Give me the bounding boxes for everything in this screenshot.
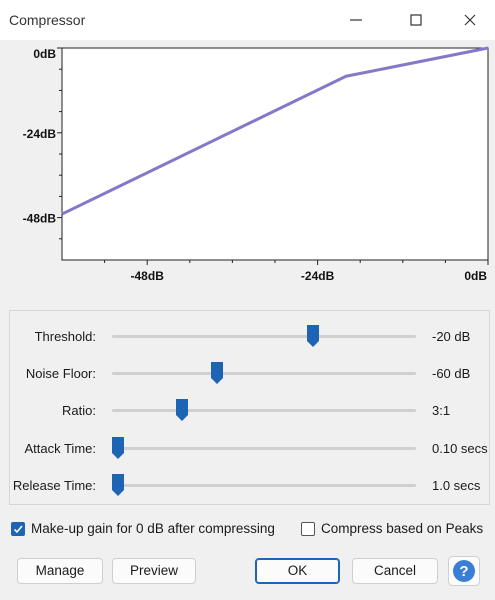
slider-row-attack-time: Attack Time: 0.10 secs: [0, 434, 495, 464]
release-time-slider-thumb[interactable]: [111, 473, 125, 497]
maximize-button[interactable]: [396, 6, 436, 34]
maximize-icon: [410, 14, 422, 26]
noise-floor-slider-thumb[interactable]: [210, 361, 224, 385]
compression-curve: [61, 46, 489, 216]
manage-button[interactable]: Manage: [17, 558, 103, 584]
compress-peaks-checkbox[interactable]: [301, 522, 315, 536]
svg-text:?: ?: [459, 563, 468, 580]
close-button[interactable]: [450, 6, 490, 34]
attack-time-value: 0.10 secs: [432, 441, 488, 456]
compression-graph: -48dB -24dB 0dB 0dB -24dB -48dB: [0, 40, 495, 290]
compression-curve-chart: -48dB -24dB 0dB 0dB -24dB -48dB: [23, 46, 489, 283]
help-icon: ?: [448, 556, 480, 586]
minimize-icon: [350, 19, 362, 21]
compress-peaks-option[interactable]: Compress based on Peaks: [301, 520, 486, 540]
makeup-gain-option[interactable]: Make-up gain for 0 dB after compressing: [11, 520, 296, 540]
makeup-gain-checkbox[interactable]: [11, 522, 25, 536]
release-time-value: 1.0 secs: [432, 478, 481, 493]
attack-time-slider[interactable]: [112, 447, 416, 450]
y-tick-label: -48dB: [23, 212, 57, 226]
controls-panel: [9, 310, 490, 505]
threshold-slider-thumb[interactable]: [306, 324, 320, 348]
slider-row-release-time: Release Time: 1.0 secs: [0, 471, 495, 501]
minimize-button[interactable]: [336, 6, 376, 34]
title-bar: Compressor: [0, 0, 495, 40]
ratio-slider[interactable]: [112, 409, 416, 412]
checkmark-icon: [13, 525, 23, 534]
ratio-label: Ratio:: [62, 403, 96, 418]
ratio-slider-thumb[interactable]: [175, 398, 189, 422]
release-time-label: Release Time:: [12, 478, 96, 493]
threshold-value: -20 dB: [432, 329, 471, 344]
x-tick-label: 0dB: [464, 269, 487, 283]
window-title: Compressor: [9, 12, 86, 28]
noise-floor-label: Noise Floor:: [25, 366, 96, 381]
slider-row-threshold: Threshold: -20 dB: [0, 322, 495, 352]
ratio-value: 3:1: [432, 403, 451, 418]
slider-row-ratio: Ratio: 3:1: [0, 396, 495, 426]
y-tick-label: 0dB: [33, 47, 56, 61]
threshold-slider[interactable]: [112, 335, 416, 338]
preview-button[interactable]: Preview: [112, 558, 196, 584]
x-tick-label: -24dB: [301, 269, 335, 283]
attack-time-slider-thumb[interactable]: [111, 436, 125, 460]
close-icon: [464, 14, 476, 26]
noise-floor-value: -60 dB: [432, 366, 471, 381]
help-button[interactable]: ?: [448, 556, 480, 586]
cancel-button[interactable]: Cancel: [352, 558, 438, 584]
attack-time-label: Attack Time:: [24, 441, 96, 456]
ok-button[interactable]: OK: [255, 558, 340, 584]
x-tick-label: -48dB: [131, 269, 165, 283]
compress-peaks-label: Compress based on Peaks: [321, 521, 484, 536]
release-time-slider[interactable]: [112, 484, 416, 487]
slider-row-noise-floor: Noise Floor: -60 dB: [0, 359, 495, 389]
plot-area: [61, 47, 489, 261]
threshold-label: Threshold:: [34, 329, 96, 344]
noise-floor-slider[interactable]: [112, 372, 416, 375]
makeup-gain-label: Make-up gain for 0 dB after compressing: [31, 521, 275, 536]
y-tick-label: -24dB: [23, 127, 57, 141]
